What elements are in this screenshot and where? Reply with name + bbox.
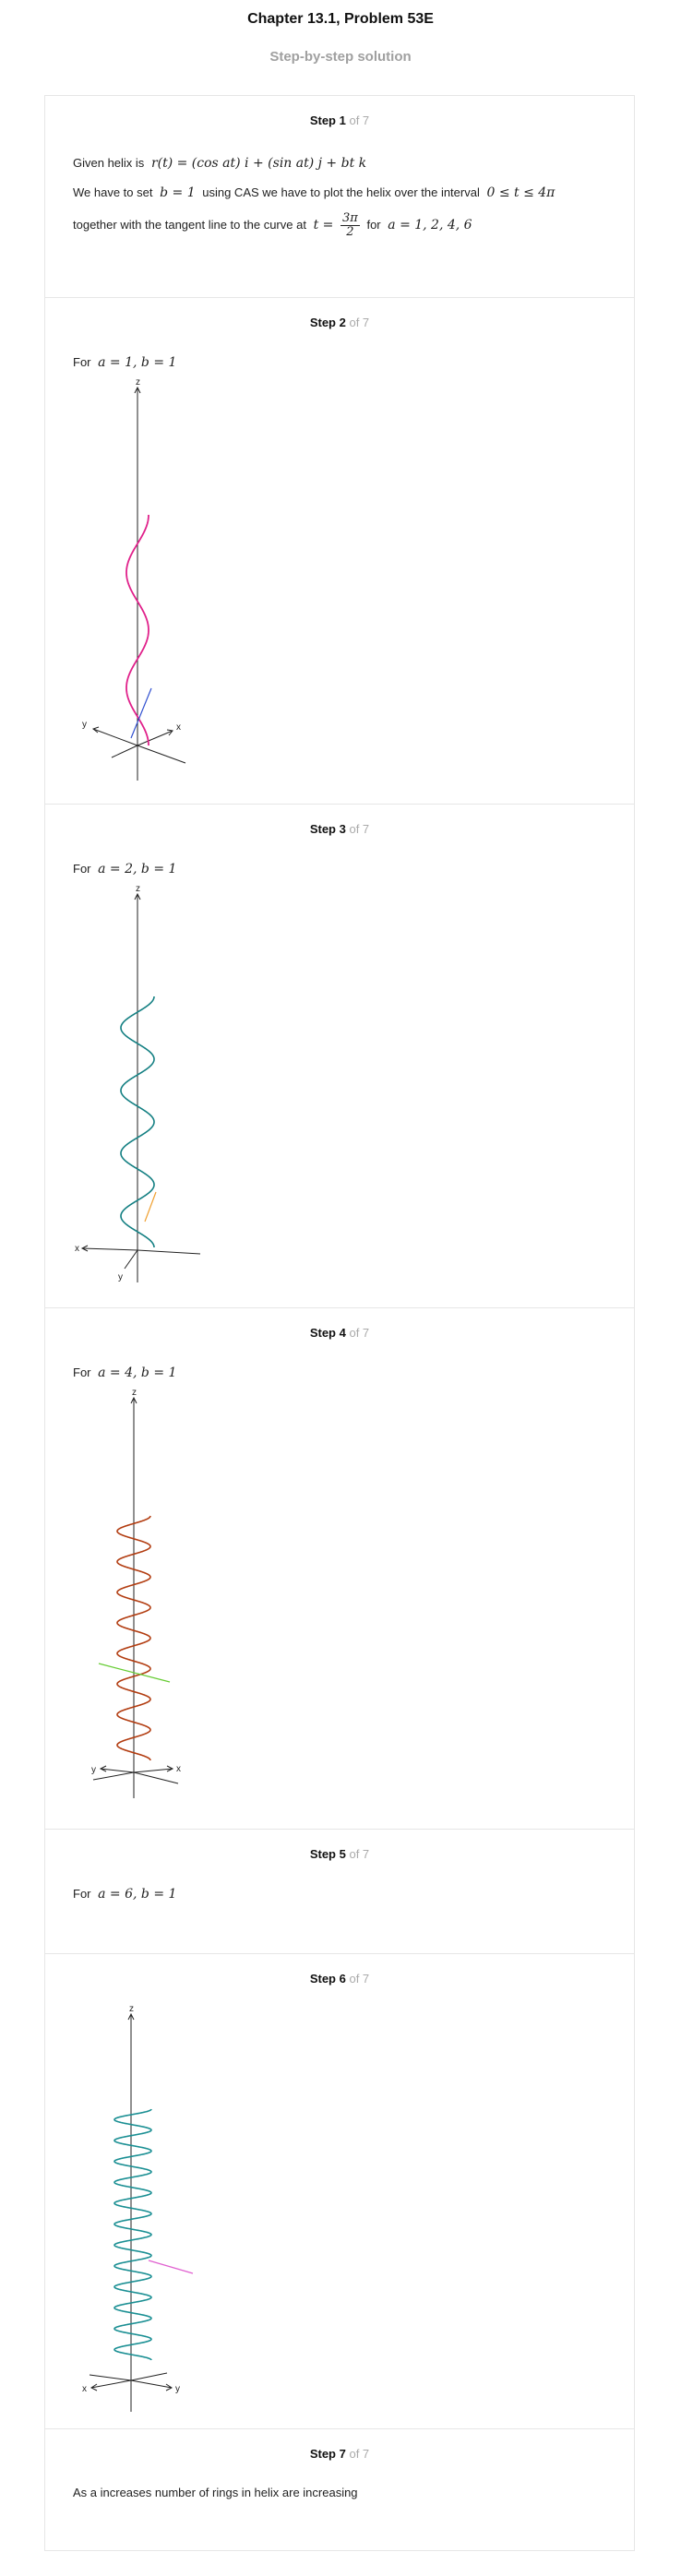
tangent-line <box>144 1191 157 1222</box>
step-4-params: For a = 4, b = 1 <box>73 1366 177 1380</box>
step-1-given-line: Given helix is r(t) = (cos at) i + (sin … <box>73 156 367 171</box>
x-axis-label: x <box>82 2384 87 2394</box>
z-axis-arrow <box>134 386 141 394</box>
x-axis-arrow <box>166 1765 174 1772</box>
y-axis-label: y <box>82 720 87 730</box>
z-axis-label: z <box>136 884 140 894</box>
tangent-line <box>98 1663 171 1683</box>
step-2-heading: Step 2 of 7 <box>309 316 370 329</box>
y-axis-arrow <box>99 1765 107 1772</box>
step-1-set-line: We have to set b = 1 using CAS we have t… <box>73 185 556 200</box>
step-1-heading: Step 1 of 7 <box>309 113 370 127</box>
step-7-card: Step 7 of 7 As a increases number of rin… <box>44 2428 635 2551</box>
y-axis <box>130 2379 173 2389</box>
step-6-card: Step 6 of 7 z x y <box>44 1953 635 2428</box>
xneg-axis <box>92 1771 135 1781</box>
step-5-heading: Step 5 of 7 <box>309 1847 370 1861</box>
step-3-params: For a = 2, b = 1 <box>73 862 177 877</box>
t-fraction: 3π 2 <box>340 211 360 239</box>
helix-curve <box>116 1515 151 1761</box>
x-axis-label: x <box>176 722 181 733</box>
x-axis-arrow <box>166 729 173 736</box>
x-axis-arrow <box>90 2383 98 2391</box>
y-axis-label: y <box>175 2384 180 2394</box>
step-4-helix-plot: z y x <box>91 1388 181 1798</box>
step-3-heading: Step 3 of 7 <box>309 822 370 836</box>
x-axis <box>133 1768 173 1773</box>
step-2-card: Step 2 of 7 For a = 1, b = 1 z y x <box>44 297 635 804</box>
yneg-axis <box>133 1771 179 1784</box>
tangent-line <box>148 2260 194 2274</box>
y-axis <box>100 1768 135 1773</box>
x-axis <box>90 2379 132 2389</box>
tangent-line <box>130 687 152 739</box>
step-6-helix-plot: z x y <box>82 2004 194 2412</box>
step-1-card: Step 1 of 7 Given helix is r(t) = (cos a… <box>44 95 635 297</box>
z-axis-label: z <box>136 377 140 388</box>
y-axis-label: y <box>118 1272 123 1282</box>
step-1-tangent-line: together with the tangent line to the cu… <box>73 211 472 239</box>
step-7-conclusion: As a increases number of rings in helix … <box>73 2486 358 2499</box>
z-axis-arrow <box>134 892 141 900</box>
page-title: Chapter 13.1, Problem 53E <box>247 11 434 27</box>
z-axis-arrow <box>130 1396 137 1404</box>
step-2-helix-plot: z y x <box>82 377 186 781</box>
y-axis <box>92 728 138 746</box>
x-axis-arrow <box>80 1245 89 1252</box>
helix-curve <box>125 515 149 745</box>
step-4-card: Step 4 of 7 For a = 4, b = 1 z y x <box>44 1307 635 1829</box>
z-axis-label: z <box>129 2004 134 2014</box>
y-axis-arrow <box>165 2383 173 2391</box>
xneg-axis <box>111 745 138 758</box>
step-2-params: For a = 1, b = 1 <box>73 355 177 370</box>
z-axis-label: z <box>132 1388 137 1398</box>
helix-equation: r(t) = (cos at) i + (sin at) j + bt k <box>150 156 367 171</box>
step-4-heading: Step 4 of 7 <box>309 1326 370 1340</box>
step-5-params: For a = 6, b = 1 <box>73 1887 177 1902</box>
step-7-heading: Step 7 of 7 <box>309 2447 370 2461</box>
x-axis-label: x <box>176 1764 181 1774</box>
yneg-axis <box>137 745 186 764</box>
x-axis <box>81 1247 138 1251</box>
y-axis-arrow <box>91 726 100 733</box>
step-5-card: Step 5 of 7 For a = 6, b = 1 <box>44 1829 635 1953</box>
step-6-heading: Step 6 of 7 <box>309 1972 370 1986</box>
y-axis <box>124 1249 138 1270</box>
step-3-helix-plot: z x y <box>75 884 201 1282</box>
z-axis-arrow <box>127 2012 135 2021</box>
y-axis-label: y <box>91 1765 96 1775</box>
page-subtitle: Step-by-step solution <box>269 49 412 65</box>
x-axis-label: x <box>75 1244 79 1254</box>
yneg-axis <box>89 2374 132 2381</box>
x-axis <box>137 730 173 746</box>
helix-curve <box>114 2108 152 2361</box>
helix-curve <box>120 996 155 1248</box>
xneg-axis <box>137 1249 201 1255</box>
xneg-axis <box>130 2372 168 2381</box>
step-3-card: Step 3 of 7 For a = 2, b = 1 z x y <box>44 804 635 1307</box>
